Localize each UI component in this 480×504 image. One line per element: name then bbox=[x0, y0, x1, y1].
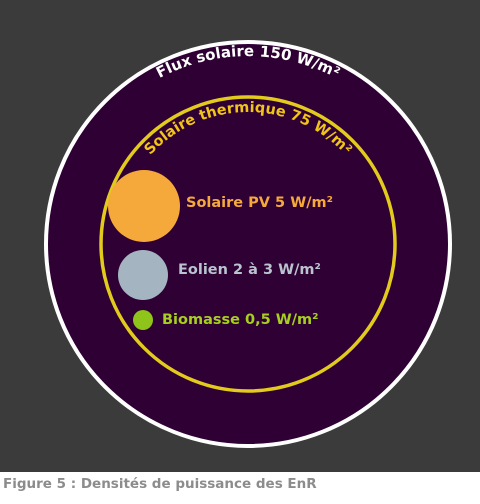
outer-disk bbox=[44, 40, 452, 448]
biomass-label: Biomasse 0,5 W/m² bbox=[162, 312, 319, 328]
figure-caption: Figure 5 : Densités de puissance des EnR bbox=[3, 476, 317, 492]
wind-circle bbox=[118, 250, 168, 300]
pv-label: Solaire PV 5 W/m² bbox=[186, 195, 333, 211]
wind-label: Eolien 2 à 3 W/m² bbox=[178, 262, 321, 278]
biomass-circle bbox=[133, 310, 153, 330]
pv-circle bbox=[108, 170, 180, 242]
figure-panel: Flux solaire 150 W/m² Solaire thermique … bbox=[0, 0, 480, 472]
power-density-diagram: Flux solaire 150 W/m² Solaire thermique … bbox=[44, 40, 452, 448]
thermal-ring bbox=[99, 95, 397, 393]
